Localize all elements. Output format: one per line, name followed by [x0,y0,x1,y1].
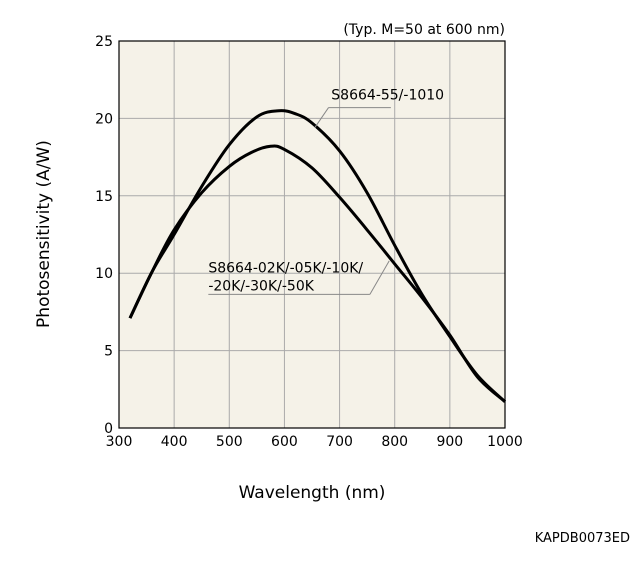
leader-line-0 [314,107,329,128]
plot-area [119,41,505,428]
y-tick-label: 0 [104,421,113,437]
x-axis-title: Wavelength (nm) [239,483,386,503]
x-tick-label: 300 [106,434,133,450]
y-axis-title: Photosensitivity (A/W) [34,140,54,328]
tick-labels: 300 400 500 600 700 800 900 1000 0 5 10 15 20 25 [95,34,523,450]
x-tick-label: 500 [216,434,243,450]
x-tick-label: 1000 [487,434,523,450]
figure-code: KAPDB0073ED [535,531,630,546]
x-tick-label: 600 [271,434,298,450]
y-tick-label: 25 [95,34,113,50]
annotation-label-1-line-0: S8664-02K/-05K/-10K/ [208,260,363,276]
annotation-label-1-line-1: -20K/-30K/-50K [208,278,314,294]
y-tick-label: 20 [95,111,113,127]
grid [119,41,505,428]
y-tick-label: 15 [95,189,113,205]
y-tick-label: 10 [95,266,113,282]
chart-subtitle: (Typ. M=50 at 600 nm) [343,22,505,38]
plot-frame [118,40,506,429]
annotations: S8664-55/-1010 S8664-02K/-05K/-10K/ -20K/-… [208,88,444,295]
leader-line-1 [369,260,390,295]
series-line-1 [128,144,506,403]
x-tick-label: 400 [161,434,188,450]
y-tick-label: 5 [104,344,113,360]
x-tick-label: 900 [436,434,463,450]
x-tick-label: 700 [326,434,353,450]
x-tick-label: 800 [381,434,408,450]
annotation-label-0: S8664-55/-1010 [331,88,444,104]
curves [128,109,507,403]
